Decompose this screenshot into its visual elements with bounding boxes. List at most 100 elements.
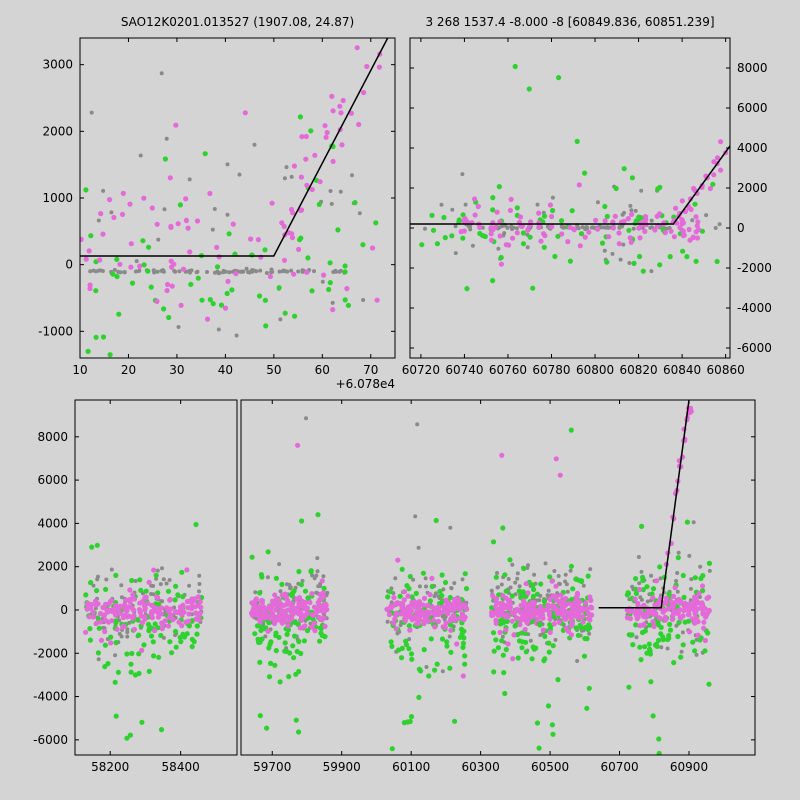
scatter-green bbox=[113, 713, 165, 741]
data-point bbox=[298, 617, 304, 624]
data-point bbox=[101, 612, 107, 618]
data-point bbox=[553, 597, 560, 603]
data-point bbox=[686, 205, 692, 211]
data-point bbox=[578, 231, 585, 237]
data-point bbox=[176, 619, 182, 625]
data-point bbox=[515, 655, 521, 661]
data-point bbox=[222, 305, 229, 311]
data-point bbox=[302, 612, 308, 619]
data-point bbox=[85, 348, 91, 354]
data-point bbox=[255, 237, 261, 243]
data-point bbox=[342, 263, 348, 269]
data-point bbox=[658, 631, 664, 637]
data-point bbox=[588, 597, 594, 604]
data-point bbox=[183, 196, 189, 202]
data-point bbox=[464, 286, 470, 292]
data-point bbox=[530, 582, 536, 588]
data-point bbox=[639, 188, 644, 193]
data-point bbox=[676, 550, 681, 555]
data-point bbox=[439, 636, 446, 642]
data-point bbox=[557, 472, 563, 478]
data-point bbox=[173, 583, 179, 589]
data-point bbox=[373, 220, 379, 226]
data-point bbox=[559, 224, 564, 229]
data-point bbox=[299, 518, 305, 524]
data-point bbox=[495, 571, 499, 575]
data-point bbox=[555, 677, 561, 683]
data-point bbox=[339, 142, 345, 148]
data-point bbox=[289, 268, 294, 273]
data-point bbox=[330, 307, 336, 313]
data-point bbox=[87, 637, 93, 643]
data-point bbox=[525, 245, 530, 250]
data-point bbox=[312, 269, 316, 274]
data-point bbox=[602, 218, 608, 224]
data-point bbox=[587, 631, 592, 636]
data-point bbox=[169, 283, 175, 289]
data-point bbox=[547, 202, 554, 208]
data-point bbox=[194, 623, 200, 629]
data-point bbox=[109, 210, 114, 215]
data-point bbox=[124, 614, 130, 620]
scatter-green bbox=[405, 714, 415, 725]
data-point bbox=[329, 93, 335, 99]
data-point bbox=[504, 612, 510, 618]
data-point bbox=[183, 619, 189, 625]
data-point bbox=[124, 651, 130, 657]
data-point bbox=[314, 590, 319, 595]
data-point bbox=[322, 634, 328, 640]
x-tick-label: 60720 bbox=[402, 363, 440, 377]
data-point bbox=[627, 235, 633, 241]
data-point bbox=[348, 110, 354, 116]
data-point bbox=[87, 282, 93, 288]
data-point bbox=[672, 585, 678, 591]
data-point bbox=[113, 653, 118, 658]
data-point bbox=[501, 670, 507, 676]
data-point bbox=[83, 256, 89, 262]
x-tick-label: 59900 bbox=[323, 760, 361, 774]
data-point bbox=[193, 616, 199, 622]
data-point bbox=[330, 158, 336, 164]
data-point bbox=[526, 563, 530, 568]
data-point bbox=[689, 616, 695, 622]
data-point bbox=[432, 608, 438, 614]
data-point bbox=[291, 163, 297, 169]
data-point bbox=[199, 297, 205, 303]
data-point bbox=[253, 597, 259, 603]
data-point bbox=[162, 618, 168, 624]
data-point bbox=[686, 618, 692, 624]
data-point bbox=[309, 624, 315, 630]
data-point bbox=[316, 201, 322, 207]
data-point bbox=[633, 208, 638, 213]
data-point bbox=[674, 579, 679, 583]
data-point bbox=[449, 233, 455, 239]
data-point bbox=[704, 213, 709, 218]
data-point bbox=[654, 213, 660, 219]
x-tick-label: 60800 bbox=[576, 363, 614, 377]
axes-frame bbox=[409, 37, 731, 359]
data-point bbox=[687, 553, 692, 558]
data-point bbox=[460, 644, 466, 651]
data-point bbox=[103, 601, 109, 608]
x-axis-offset-label: +6.078e4 bbox=[335, 377, 395, 391]
data-point bbox=[423, 226, 427, 231]
data-point bbox=[399, 566, 405, 572]
data-point bbox=[637, 253, 643, 260]
data-point bbox=[616, 241, 622, 247]
data-point bbox=[595, 200, 600, 205]
data-point bbox=[500, 634, 505, 639]
data-point bbox=[497, 219, 503, 225]
data-point bbox=[695, 599, 701, 605]
data-point bbox=[279, 592, 285, 598]
data-point bbox=[676, 596, 682, 603]
data-point bbox=[297, 114, 303, 120]
data-point bbox=[272, 620, 278, 627]
data-point bbox=[491, 669, 497, 675]
data-point bbox=[547, 574, 553, 580]
data-point bbox=[194, 270, 199, 275]
data-point bbox=[463, 586, 470, 592]
data-point bbox=[435, 618, 441, 625]
data-point bbox=[218, 302, 225, 308]
data-point bbox=[498, 610, 504, 616]
